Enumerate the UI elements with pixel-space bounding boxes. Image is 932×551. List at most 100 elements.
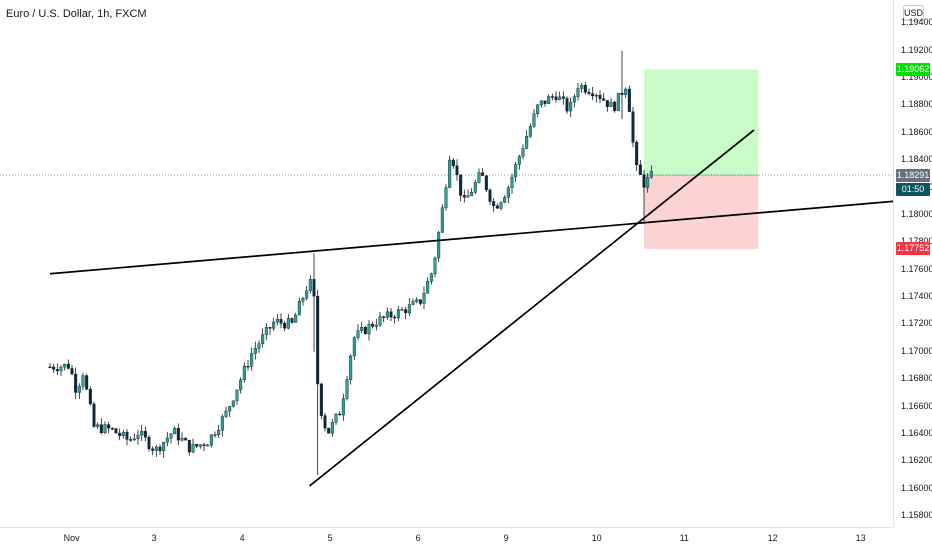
candle-body (583, 85, 587, 93)
candle-body (129, 439, 133, 441)
stop-price-badge: 1.17752 (896, 242, 930, 256)
candle-body (312, 279, 316, 297)
time-tick-label: 12 (767, 533, 778, 543)
candle-body (631, 111, 635, 143)
candle-body (470, 192, 474, 196)
candle-body (558, 96, 562, 100)
time-tick-label: 4 (239, 533, 245, 543)
candle-body (81, 375, 85, 387)
candle-body (327, 427, 331, 434)
candle-body (319, 383, 323, 416)
price-tick-label: 1.17800 (901, 236, 932, 247)
candle-body (638, 164, 642, 175)
candle-body (323, 415, 327, 429)
candle-body (598, 94, 602, 99)
candle-body (382, 316, 386, 318)
candle-body (301, 298, 305, 302)
candle-body (184, 438, 188, 441)
candle-body (154, 446, 158, 451)
profit-zone (644, 69, 759, 176)
candle-body (308, 279, 312, 292)
candle-body (272, 321, 276, 329)
candle-body (609, 101, 613, 107)
candle-body (92, 403, 96, 427)
candle-body (572, 96, 576, 103)
candle-body (356, 330, 360, 338)
candle-body (418, 299, 422, 304)
candle-body (217, 429, 221, 435)
candle-body (70, 368, 74, 375)
price-tick-label: 1.16400 (901, 427, 932, 438)
trendlines (49, 129, 893, 487)
candle-body (107, 424, 111, 429)
candle-body (352, 337, 356, 357)
time-tick-label: 5 (327, 533, 333, 543)
candle-body (121, 431, 125, 436)
candle-body (525, 136, 529, 149)
candle-body (646, 176, 650, 188)
candle-body (349, 355, 353, 380)
candle-body (297, 300, 301, 316)
trendline (49, 200, 893, 275)
position-zones (644, 69, 759, 249)
candle-body (191, 444, 195, 453)
price-tick-label: 1.18000 (901, 208, 932, 219)
candle-body (195, 444, 199, 447)
price-tick-label: 1.19400 (901, 17, 932, 28)
candle-body (242, 365, 246, 381)
trendline (309, 129, 755, 487)
candle-body (506, 187, 510, 198)
candle-body (396, 309, 400, 319)
candle-body (477, 172, 481, 183)
price-axis[interactable] (893, 0, 932, 527)
candle-body (371, 323, 375, 327)
candle-body (448, 159, 452, 188)
time-tick-label: 13 (855, 533, 866, 543)
candle-body (261, 334, 265, 344)
candle-body (642, 174, 646, 188)
candle-body (554, 96, 558, 100)
price-tick-label: 1.19200 (901, 44, 932, 55)
time-tick-label: 9 (503, 533, 509, 543)
candle-body (466, 195, 470, 198)
candle-body (550, 96, 554, 98)
price-chart[interactable] (0, 0, 893, 527)
candle-body (96, 424, 100, 427)
price-tick-label: 1.16600 (901, 400, 932, 411)
candle-body (140, 430, 144, 436)
candle-body (495, 205, 499, 209)
currency-button[interactable]: USD (903, 5, 924, 21)
candle-body (437, 232, 441, 259)
candle-body (444, 187, 448, 208)
price-tick-label: 1.16800 (901, 373, 932, 384)
candle-body (536, 104, 540, 114)
candle-body (286, 318, 290, 329)
candle-body (88, 388, 92, 405)
time-axis[interactable] (0, 527, 893, 551)
candle-body (63, 363, 67, 368)
time-tick-label: Nov (63, 533, 80, 543)
price-tick-label: 1.19000 (901, 72, 932, 83)
candle-body (400, 309, 404, 311)
candle-body (59, 366, 63, 372)
candle-body (77, 386, 81, 393)
time-tick-label: 10 (591, 533, 602, 543)
candle-body (66, 363, 70, 369)
price-tick-label: 1.16000 (901, 482, 932, 493)
candle-body (649, 171, 653, 178)
candle-body (587, 91, 591, 94)
price-tick-label: 1.17200 (901, 318, 932, 329)
candle-body (176, 428, 180, 441)
candle-body (514, 164, 518, 178)
candle-body (569, 101, 573, 112)
candle-body (220, 416, 224, 431)
candle-body (594, 94, 598, 97)
candle-body (268, 327, 272, 329)
candle-body (213, 434, 217, 436)
candle-body (499, 202, 503, 209)
candle-body (224, 410, 228, 417)
current-price-badge: 1.18291 (896, 168, 930, 182)
candle-body (345, 379, 349, 399)
symbol-title: Euro / U.S. Dollar, 1h, FXCM (6, 8, 147, 20)
price-tick-label: 1.15800 (901, 510, 932, 521)
